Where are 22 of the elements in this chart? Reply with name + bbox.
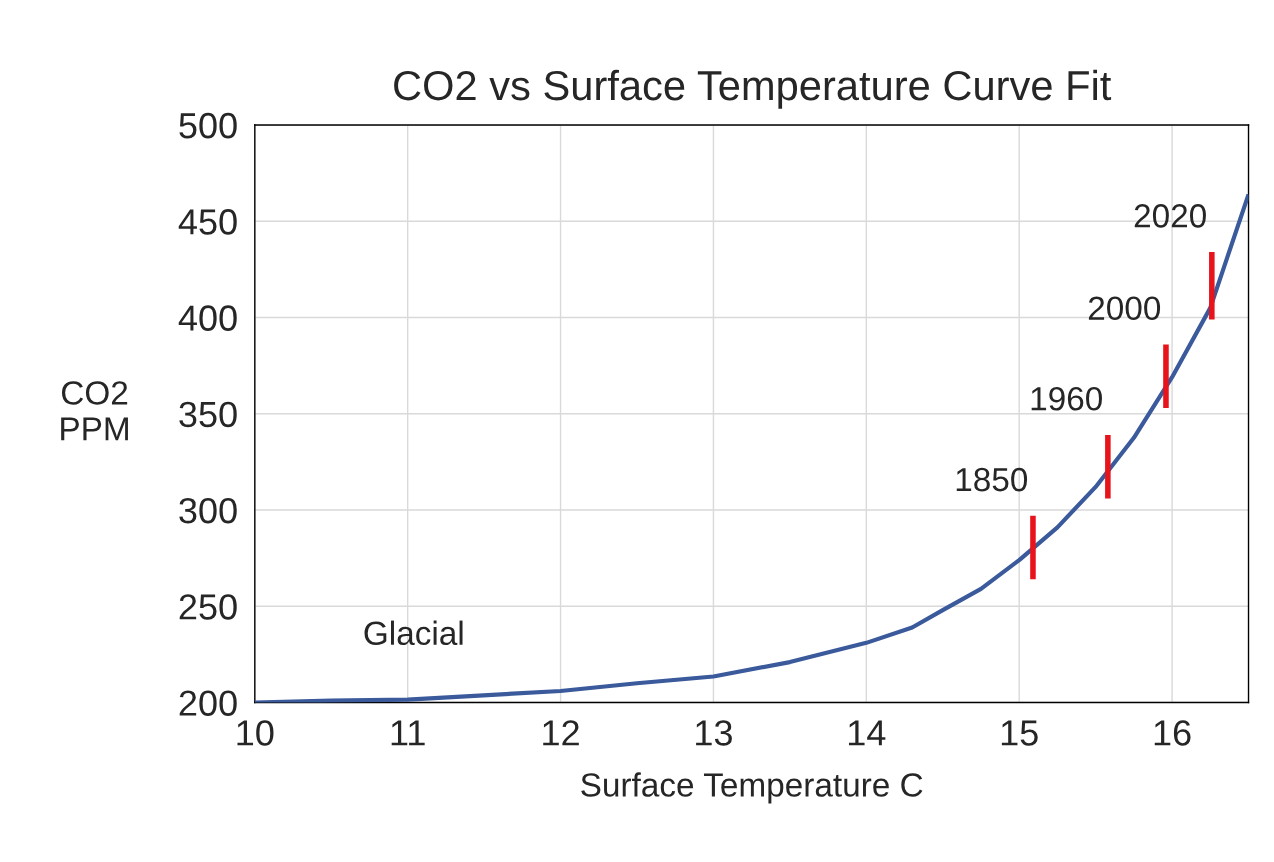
- y-tick-label: 300: [179, 497, 237, 524]
- series-label: 1960: [1031, 386, 1102, 411]
- x-tick-label: 13: [696, 720, 732, 746]
- x-tick-label: 14: [848, 720, 886, 746]
- chart-title: CO2 vs Surface Temperature Curve Fit: [394, 69, 1112, 109]
- y-tick-label: 400: [178, 305, 237, 331]
- y-tick-label: 350: [179, 401, 237, 428]
- y-tick-label: 250: [179, 594, 237, 620]
- x-tick-label: 15: [1001, 720, 1038, 746]
- series-label: 2020: [1134, 204, 1206, 228]
- series-label: 1850: [956, 467, 1028, 492]
- y-axis-title: CO2 PPM: [61, 381, 128, 441]
- x-axis-title: Surface Temperature C: [581, 772, 923, 804]
- x-tick-label: 10: [237, 720, 274, 746]
- x-tick-label: 11: [391, 720, 425, 746]
- x-tick-label: 16: [1154, 720, 1191, 746]
- y-tick-label: 500: [179, 112, 237, 139]
- annotation: Glacial: [364, 620, 463, 646]
- x-tick-label: 12: [543, 720, 579, 746]
- y-tick-label: 200: [179, 690, 237, 716]
- series-label: 2000: [1088, 296, 1161, 321]
- y-tick-label: 450: [178, 209, 237, 235]
